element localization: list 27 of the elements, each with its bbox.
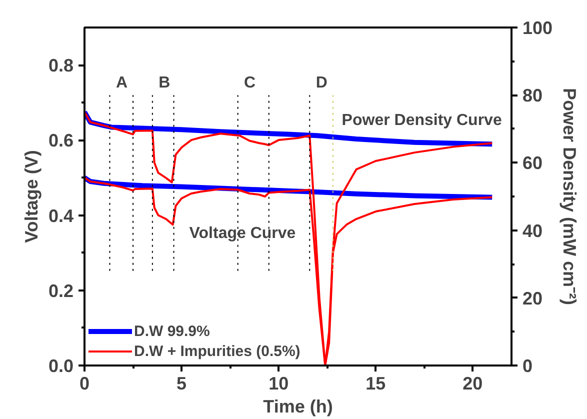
y2-tick-label: 60 [522,153,543,174]
x-tick-label: 15 [366,374,386,394]
ref-line-label: A [116,74,128,92]
ref-line-label: C [244,74,256,92]
y-tick-label: 0.2 [48,280,74,301]
annotation: Power Density Curve [342,112,502,129]
y-axis-title: Voltage (V) [21,150,42,243]
y2-tick-label: 20 [522,288,543,308]
x-tick-label: 10 [268,374,289,394]
x-axis-title: Time (h) [263,396,333,416]
y2-axis-title: Power Density (mW cm⁻²) [560,88,580,306]
legend-label: D.W + Impurities (0.5%) [134,342,300,360]
annotation: Voltage Curve [189,225,296,242]
legend-label: D.W 99.9% [134,322,210,340]
y-tick-label: 0.4 [48,206,74,226]
y-tick-label: 0.6 [48,130,74,151]
x-tick-label: 0 [79,374,90,394]
x-tick-label: 20 [462,374,483,394]
y2-tick-label: 80 [522,86,543,106]
y2-tick-label: 0 [522,356,533,376]
x-tick-label: 5 [176,374,187,394]
y-tick-label: 0.8 [48,56,74,76]
ref-line-label: B [158,74,170,92]
ref-line-label: D [316,74,328,92]
y2-tick-label: 40 [522,220,543,241]
y-tick-label: 0.0 [48,356,74,376]
y2-tick-label: 100 [522,18,553,38]
